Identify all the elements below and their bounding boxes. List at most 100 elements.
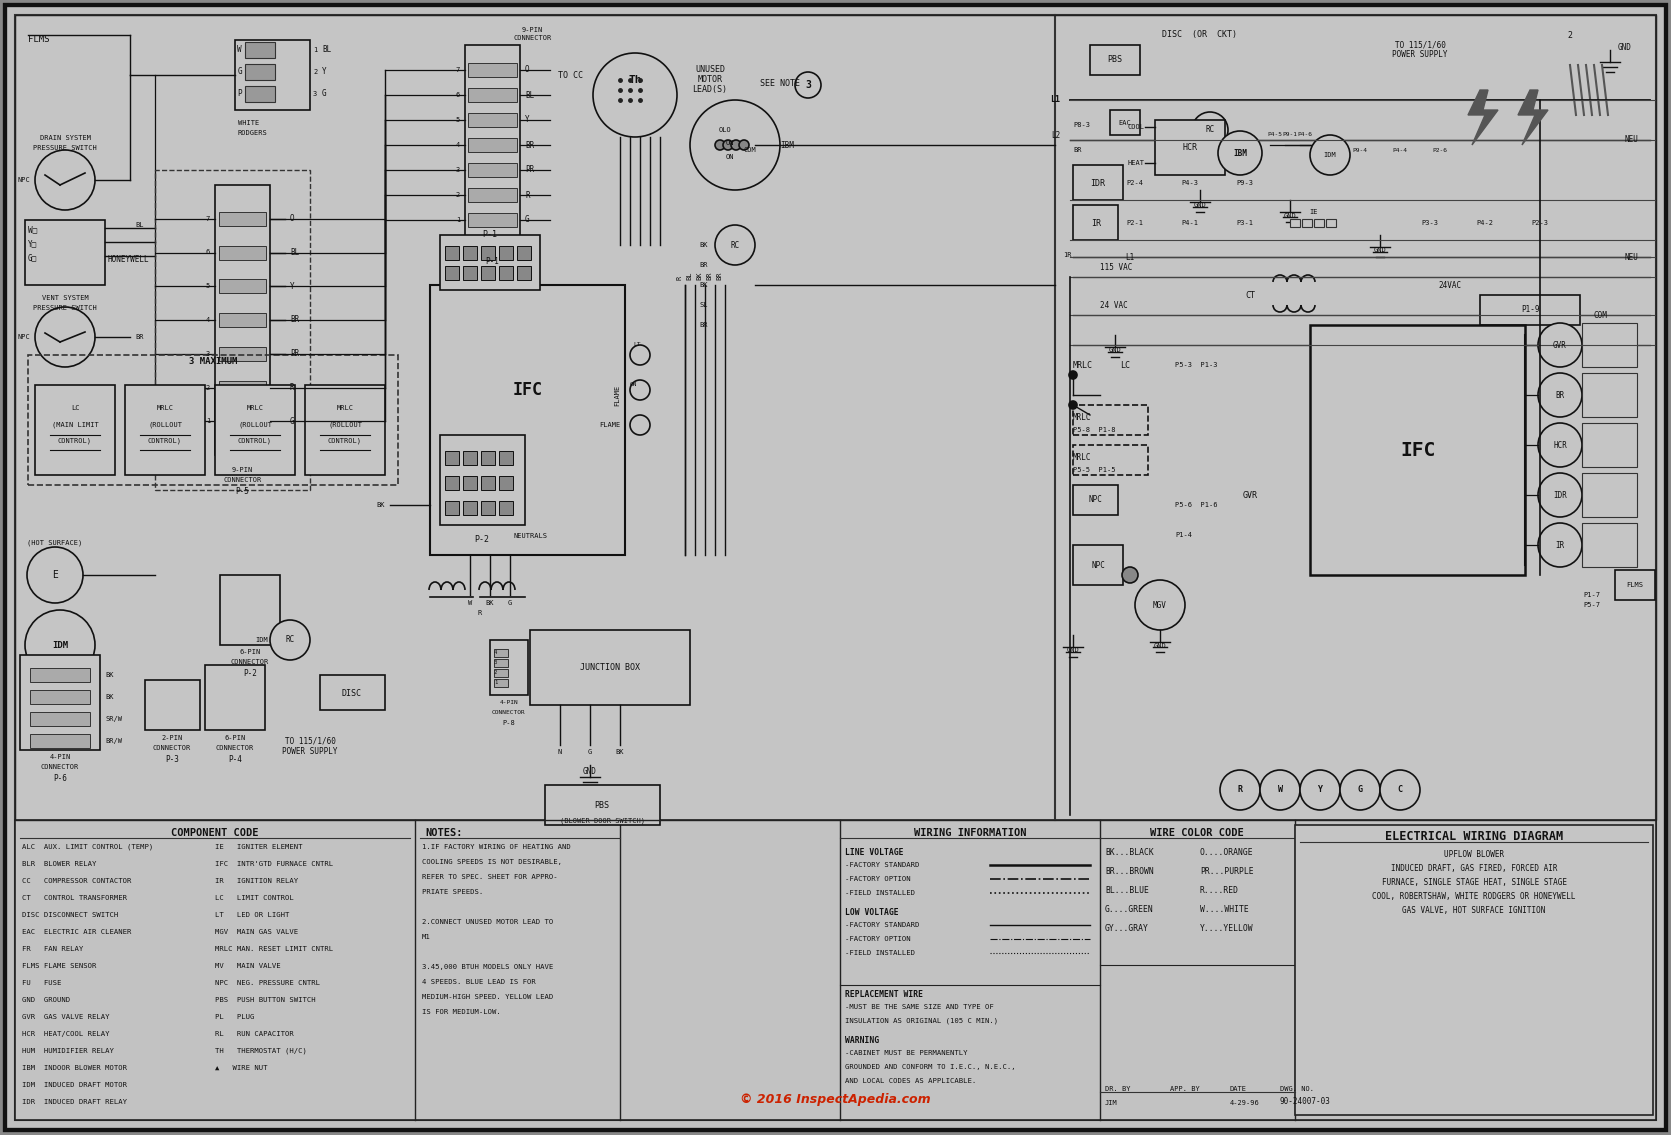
Bar bbox=[481, 451, 495, 465]
Text: ALC  AUX. LIMIT CONTROL (TEMP): ALC AUX. LIMIT CONTROL (TEMP) bbox=[22, 844, 154, 850]
Text: COOL: COOL bbox=[1128, 124, 1145, 131]
Text: LINE VOLTAGE: LINE VOLTAGE bbox=[846, 848, 904, 857]
Text: P4-3: P4-3 bbox=[1181, 180, 1198, 186]
Text: PBS: PBS bbox=[1108, 56, 1123, 65]
Bar bbox=[463, 451, 476, 465]
Text: © 2016 InspectApedia.com: © 2016 InspectApedia.com bbox=[740, 1093, 931, 1107]
Text: MGV  MAIN GAS VALVE: MGV MAIN GAS VALVE bbox=[216, 930, 297, 935]
Bar bbox=[444, 266, 460, 280]
Text: P-1: P-1 bbox=[486, 257, 500, 266]
Text: JIM: JIM bbox=[1105, 1100, 1118, 1105]
Circle shape bbox=[1220, 770, 1260, 810]
Text: 3: 3 bbox=[805, 79, 810, 90]
Text: P-5: P-5 bbox=[236, 487, 249, 496]
Bar bbox=[495, 669, 508, 676]
Bar bbox=[500, 266, 513, 280]
Text: P: P bbox=[237, 90, 242, 99]
Bar bbox=[219, 245, 266, 260]
Text: G: G bbox=[588, 749, 592, 755]
Text: L1: L1 bbox=[1125, 252, 1135, 261]
Text: MRLC: MRLC bbox=[247, 405, 264, 411]
Text: LT   LED OR LIGHT: LT LED OR LIGHT bbox=[216, 913, 289, 918]
Text: FLMS: FLMS bbox=[1626, 582, 1644, 588]
Text: BL: BL bbox=[135, 222, 144, 228]
Bar bbox=[1155, 120, 1225, 175]
Circle shape bbox=[1310, 135, 1350, 175]
Text: P2-6: P2-6 bbox=[1432, 148, 1447, 152]
Text: NPC: NPC bbox=[17, 177, 30, 183]
Text: BL: BL bbox=[323, 45, 331, 54]
Text: 7: 7 bbox=[206, 216, 211, 221]
Text: P5-5  P1-5: P5-5 P1-5 bbox=[1073, 466, 1116, 473]
Text: L1: L1 bbox=[1049, 95, 1059, 104]
Text: IE   IGNITER ELEMENT: IE IGNITER ELEMENT bbox=[216, 844, 302, 850]
Text: G: G bbox=[525, 216, 530, 225]
Text: 115 VAC: 115 VAC bbox=[1100, 262, 1133, 271]
Bar bbox=[219, 313, 266, 327]
Text: DISC  (OR  CKT): DISC (OR CKT) bbox=[1163, 30, 1238, 39]
Text: -MUST BE THE SAME SIZE AND TYPE OF: -MUST BE THE SAME SIZE AND TYPE OF bbox=[846, 1004, 994, 1010]
Text: ▲   WIRE NUT: ▲ WIRE NUT bbox=[216, 1065, 267, 1071]
Text: P9-3: P9-3 bbox=[1237, 180, 1253, 186]
Bar bbox=[1302, 219, 1312, 227]
Text: CONTROL): CONTROL) bbox=[58, 437, 92, 444]
Bar bbox=[30, 734, 90, 748]
Text: IDM: IDM bbox=[1323, 152, 1337, 158]
Text: POWER SUPPLY: POWER SUPPLY bbox=[1392, 50, 1447, 59]
Bar bbox=[500, 246, 513, 260]
Text: CONNECTOR: CONNECTOR bbox=[224, 477, 262, 484]
Bar bbox=[125, 385, 206, 476]
Text: NEU: NEU bbox=[1624, 252, 1638, 261]
Text: PRESSURE SWITCH: PRESSURE SWITCH bbox=[33, 145, 97, 151]
Text: HUM  HUMIDIFIER RELAY: HUM HUMIDIFIER RELAY bbox=[22, 1048, 114, 1054]
Text: FLMS FLAME SENSOR: FLMS FLAME SENSOR bbox=[22, 962, 97, 969]
Text: CC   COMPRESSOR CONTACTOR: CC COMPRESSOR CONTACTOR bbox=[22, 878, 132, 884]
Text: BL...BLUE: BL...BLUE bbox=[1105, 886, 1150, 896]
Text: BK: BK bbox=[105, 693, 114, 700]
Text: GVR: GVR bbox=[1552, 340, 1567, 350]
Text: LT: LT bbox=[633, 342, 640, 347]
Text: IDM  INDUCED DRAFT MOTOR: IDM INDUCED DRAFT MOTOR bbox=[22, 1082, 127, 1088]
Text: BR...BROWN: BR...BROWN bbox=[1105, 867, 1153, 876]
Text: GND: GND bbox=[1153, 644, 1166, 649]
Text: HCR: HCR bbox=[1552, 440, 1567, 449]
Circle shape bbox=[1537, 523, 1582, 568]
Text: Y□: Y□ bbox=[28, 239, 37, 249]
Text: RC: RC bbox=[1205, 126, 1215, 135]
Bar bbox=[20, 655, 100, 750]
Text: IFC: IFC bbox=[1400, 440, 1435, 460]
Circle shape bbox=[1191, 112, 1228, 148]
Text: MV   MAIN VALVE: MV MAIN VALVE bbox=[216, 962, 281, 969]
Bar bbox=[1290, 219, 1300, 227]
Text: POWER SUPPLY: POWER SUPPLY bbox=[282, 747, 338, 756]
Bar bbox=[468, 213, 516, 227]
Text: BR: BR bbox=[1073, 148, 1081, 153]
Bar bbox=[25, 220, 105, 285]
Text: 90-24007-03: 90-24007-03 bbox=[1280, 1098, 1330, 1105]
Text: BL: BL bbox=[525, 91, 535, 100]
Bar bbox=[35, 385, 115, 476]
Text: 2: 2 bbox=[206, 385, 211, 390]
Text: P-8: P-8 bbox=[503, 720, 515, 726]
Text: IR: IR bbox=[1091, 219, 1101, 227]
Text: IE: IE bbox=[1310, 209, 1318, 215]
Text: P3-3: P3-3 bbox=[1422, 220, 1439, 226]
Circle shape bbox=[1537, 323, 1582, 367]
Text: BK: BK bbox=[700, 281, 709, 288]
Text: RC: RC bbox=[286, 636, 294, 645]
Text: P4-4: P4-4 bbox=[1392, 148, 1407, 152]
Circle shape bbox=[739, 140, 749, 150]
Text: 3: 3 bbox=[312, 91, 317, 96]
Text: P-3: P-3 bbox=[165, 755, 179, 764]
Bar bbox=[495, 649, 508, 657]
Bar bbox=[1110, 110, 1140, 135]
Text: P4-1: P4-1 bbox=[1181, 220, 1198, 226]
Circle shape bbox=[1340, 770, 1380, 810]
Text: FU   FUSE: FU FUSE bbox=[22, 980, 62, 986]
Text: MRLC: MRLC bbox=[1073, 361, 1093, 370]
Circle shape bbox=[715, 225, 755, 264]
Bar bbox=[516, 246, 531, 260]
Text: 9-PIN: 9-PIN bbox=[232, 466, 252, 473]
Bar bbox=[219, 414, 266, 428]
Text: COOL, ROBERTSHAW, WHITE RODGERS OR HONEYWELL: COOL, ROBERTSHAW, WHITE RODGERS OR HONEY… bbox=[1372, 892, 1576, 901]
